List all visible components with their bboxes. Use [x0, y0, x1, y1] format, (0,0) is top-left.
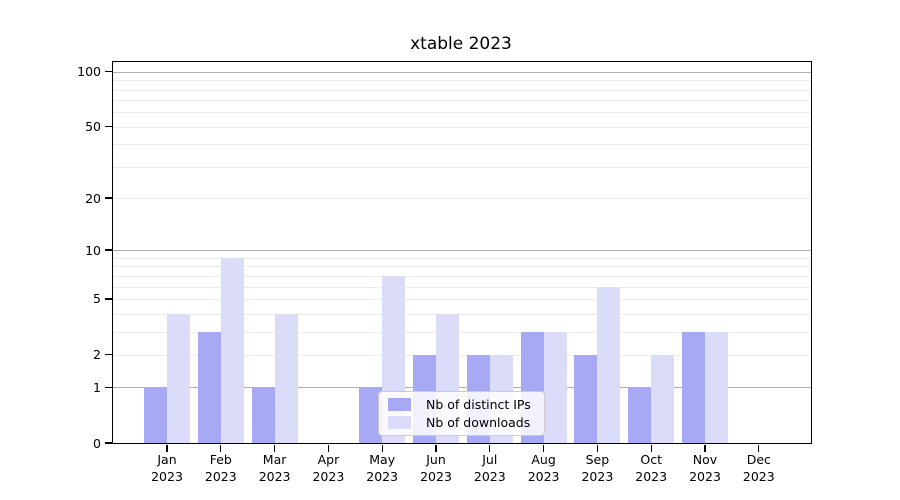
x-tick-label: Jul 2023: [473, 452, 506, 484]
y-tick-label: 0: [93, 435, 101, 451]
bar-distinct-ips: [574, 354, 598, 443]
bar-distinct-ips: [251, 387, 275, 443]
y-tick-label: 1: [93, 379, 101, 395]
legend-item-downloads: Nb of downloads: [379, 414, 544, 431]
x-tick-label: Apr 2023: [312, 452, 345, 484]
x-tick-label: Feb 2023: [204, 452, 237, 484]
legend-swatch-downloads: [388, 416, 411, 430]
y-tick-mark: [104, 298, 112, 300]
x-tick-mark: [327, 444, 330, 452]
gridline-minor: [113, 100, 811, 102]
gridline-minor: [113, 198, 811, 200]
gridline-minor: [113, 298, 811, 300]
x-tick-mark: [489, 444, 491, 452]
x-tick-label: Sep 2023: [581, 452, 614, 484]
gridline-major: [113, 71, 811, 73]
legend-item-distinct-ips: Nb of distinct IPs: [379, 396, 544, 413]
y-tick-mark: [104, 353, 112, 356]
bar-downloads: [597, 286, 621, 443]
gridline-minor: [113, 166, 811, 168]
gridline-major: [113, 387, 811, 389]
bar-downloads: [543, 331, 567, 443]
gridline-minor: [113, 286, 811, 288]
x-tick-mark: [220, 444, 222, 452]
y-tick-mark: [104, 197, 112, 199]
y-tick-mark: [104, 249, 112, 251]
y-tick-mark: [104, 386, 112, 388]
y-tick-mark: [104, 71, 112, 73]
bar-downloads: [651, 354, 675, 443]
y-tick-mark: [104, 126, 112, 128]
x-tick-mark: [435, 444, 437, 452]
bar-distinct-ips: [628, 387, 652, 443]
gridline-major: [113, 250, 811, 252]
x-tick-label: Jun 2023: [420, 452, 452, 484]
y-tick-label: 10: [85, 242, 101, 258]
legend: Nb of distinct IPs Nb of downloads: [378, 391, 545, 436]
y-tick-mark: [104, 442, 112, 444]
gridline-minor: [113, 313, 811, 315]
y-tick-label: 100: [77, 64, 101, 80]
bar-downloads: [274, 313, 298, 443]
x-tick-mark: [704, 444, 706, 452]
legend-label-downloads: Nb of downloads: [426, 415, 531, 431]
x-tick-label: Mar 2023: [258, 452, 291, 484]
bar-distinct-ips: [144, 387, 167, 443]
bar-downloads: [705, 331, 728, 443]
x-tick-mark: [758, 444, 760, 452]
legend-label-distinct-ips: Nb of distinct IPs: [426, 396, 531, 412]
gridline-minor: [113, 257, 811, 259]
x-tick-mark: [273, 444, 276, 452]
x-tick-label: Nov 2023: [689, 452, 721, 484]
x-tick-mark: [381, 444, 383, 452]
bar-downloads: [220, 257, 244, 443]
plot-area: 0 1 2 5 10 20 50 100 Jan 2023 Feb 2023 Mar 2023 Apr 202…: [77, 61, 812, 484]
x-tick-label: Dec 2023: [742, 452, 775, 484]
bar-distinct-ips: [682, 331, 705, 443]
bar-downloads: [167, 313, 190, 443]
gridline-minor: [113, 266, 811, 268]
gridline-minor: [113, 126, 811, 128]
legend-swatch-distinct-ips: [388, 397, 411, 411]
bar-distinct-ips: [197, 331, 221, 443]
x-tick-label: Jan 2023: [151, 452, 183, 484]
gridline-minor: [113, 80, 811, 82]
y-tick-label: 2: [93, 347, 101, 363]
x-tick-mark: [166, 444, 168, 452]
x-tick-label: Oct 2023: [635, 452, 668, 484]
y-tick-label: 20: [85, 190, 101, 206]
gridline-minor: [113, 144, 811, 146]
gridline-minor: [113, 354, 811, 356]
gridline-minor: [113, 112, 811, 114]
gridline-minor: [113, 331, 811, 333]
x-tick-mark: [596, 444, 599, 452]
bar-distinct-ips: [359, 387, 383, 443]
x-tick-mark: [542, 444, 545, 452]
x-tick-mark: [650, 444, 652, 452]
x-tick-label: Aug 2023: [527, 452, 560, 484]
x-tick-label: May 2023: [366, 452, 399, 484]
gridline-minor: [113, 89, 811, 91]
gridline-minor: [113, 275, 811, 277]
y-tick-label: 50: [85, 119, 101, 135]
y-tick-label: 5: [93, 291, 101, 307]
chart-title: xtable 2023: [410, 34, 512, 54]
